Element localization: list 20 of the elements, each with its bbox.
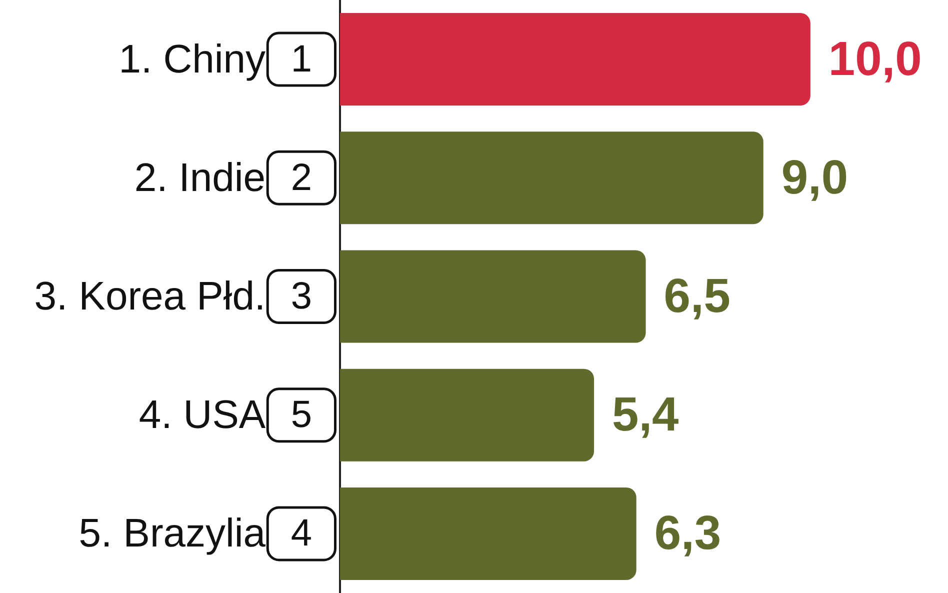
y-tick-label: 4. USA [138,393,266,438]
y-tick-label: 2. Indie [134,156,266,200]
data-label: 9,0 [781,151,848,204]
bar [340,13,810,106]
data-label: 6,3 [654,507,722,560]
data-label: 10,0 [828,32,922,86]
data-label: 5,4 [612,388,680,442]
y-tick-label: 5. Brazylia [78,512,266,556]
y-tick-label: 1. Chiny [118,37,266,82]
text: 2 [290,156,312,199]
bar [340,487,636,580]
bar [340,368,594,462]
y-tick-label: 3. Korea Płd. [34,274,266,318]
data-label: 6,5 [664,270,730,323]
text: 4 [290,512,312,555]
text: 5 [290,394,312,436]
text: 3 [290,276,312,318]
bar [340,250,646,343]
bar [340,132,764,224]
text: 1 [290,38,312,80]
